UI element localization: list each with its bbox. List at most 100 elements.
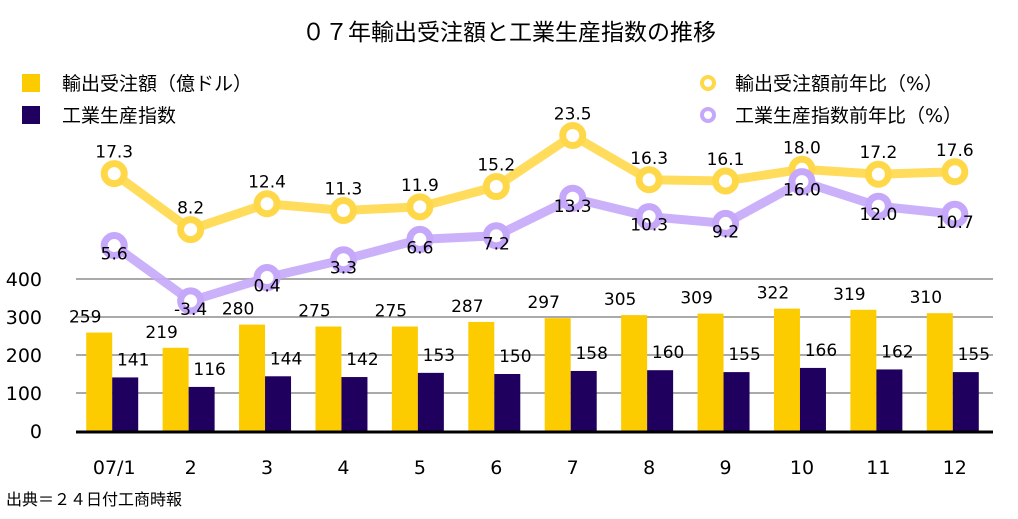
line-data-label: 15.2 — [477, 156, 515, 176]
chart-title: ０７年輸出受注額と工業生産指数の推移 — [302, 20, 716, 46]
bar-industrial-index — [112, 377, 139, 431]
bar-data-label: 297 — [527, 293, 559, 313]
point-industrial-yoy — [635, 203, 663, 231]
bar-industrial-index — [952, 372, 979, 431]
point-industrial-yoy — [482, 222, 510, 250]
legend-marker-industrial-index — [22, 106, 40, 124]
line-data-label: 12.0 — [859, 205, 897, 225]
bar-data-label: 287 — [451, 297, 483, 317]
bar-data-label: 275 — [298, 302, 330, 322]
line-data-label: 16.1 — [707, 150, 745, 170]
point-export-yoy — [482, 173, 510, 201]
bar-data-label: 155 — [958, 345, 990, 365]
bar-data-label: 319 — [833, 285, 865, 305]
point-export-yoy — [712, 167, 740, 195]
x-tick-label: 11 — [866, 457, 890, 479]
point-export-yoy — [177, 216, 205, 244]
line-data-label: 6.6 — [406, 238, 433, 258]
point-export-yoy — [406, 193, 434, 221]
bar-export-orders — [391, 326, 418, 431]
bar-export-orders — [773, 308, 800, 431]
line-data-label: 5.6 — [101, 245, 128, 265]
x-tick-label: 2 — [185, 457, 197, 479]
bar-industrial-index — [417, 372, 444, 431]
point-industrial-yoy — [559, 184, 587, 212]
bar-data-label: 153 — [423, 346, 455, 366]
bar-export-orders — [697, 313, 724, 431]
x-tick-label: 4 — [337, 457, 349, 479]
line-data-label: -3.4 — [174, 300, 207, 320]
bar-export-orders — [162, 347, 189, 431]
line-data-label: 0.4 — [254, 277, 281, 297]
legend-marker-export-yoy — [700, 75, 716, 91]
point-export-yoy — [100, 160, 128, 188]
y-tick-label: 400 — [6, 269, 42, 291]
bar-data-label: 166 — [805, 341, 837, 361]
point-industrial-yoy — [788, 168, 816, 196]
point-industrial-yoy — [712, 209, 740, 237]
point-industrial-yoy — [253, 264, 281, 292]
point-industrial-yoy — [177, 287, 205, 315]
bar-data-label: 310 — [910, 288, 942, 308]
x-tick-label: 9 — [719, 457, 731, 479]
y-tick-label: 100 — [6, 383, 42, 405]
bar-data-label: 219 — [145, 323, 177, 343]
bar-data-label: 155 — [728, 345, 760, 365]
bar-data-label: 309 — [680, 289, 712, 309]
bar-data-label: 116 — [193, 360, 225, 380]
legend-label-export-yoy: 輸出受注額前年比（%） — [735, 73, 943, 95]
bar-export-orders — [544, 318, 571, 431]
line-data-label: 17.3 — [95, 143, 133, 163]
line-data-label: 10.3 — [630, 216, 668, 236]
point-industrial-yoy — [406, 225, 434, 253]
bar-data-label: 160 — [652, 343, 684, 363]
y-axis-ticks: 0 100 200 300 400 — [6, 269, 42, 443]
line-data-label: 23.5 — [554, 104, 592, 124]
lines: 17.3 8.2 12.4 11.3 11.9 15.2 23.5 16.3 16.1 18.0 1… — [95, 104, 973, 319]
bar-industrial-index — [647, 370, 674, 431]
bar-export-orders — [239, 324, 266, 431]
bar-industrial-index — [723, 372, 750, 431]
line-data-label: 18.0 — [783, 138, 821, 158]
legend-label-export-orders: 輸出受注額（億ドル） — [62, 73, 252, 95]
line-data-label: 11.3 — [325, 180, 363, 200]
bar-export-orders — [621, 315, 648, 431]
bar-industrial-index — [876, 369, 903, 431]
point-export-yoy — [559, 121, 587, 149]
point-industrial-yoy — [329, 246, 357, 274]
line-industrial-yoy — [111, 177, 956, 306]
bar-export-orders — [926, 313, 953, 431]
bar-data-label: 280 — [222, 300, 254, 320]
bar-data-label: 162 — [881, 342, 913, 362]
legend-label-industrial-index: 工業生産指数 — [62, 105, 176, 127]
bar-industrial-index — [188, 386, 215, 431]
source-note: 出典＝２４日付工商時報 — [6, 490, 182, 509]
point-export-yoy — [253, 190, 281, 218]
line-data-label: 7.2 — [483, 235, 510, 255]
bar-industrial-index — [799, 367, 826, 431]
point-export-yoy — [941, 158, 969, 186]
y-tick-label: 300 — [6, 307, 42, 329]
point-industrial-yoy — [864, 192, 892, 220]
bar-data-label: 158 — [575, 344, 607, 364]
bar-data-label: 259 — [69, 308, 101, 328]
x-tick-label: 7 — [567, 457, 579, 479]
bar-data-label: 142 — [346, 350, 378, 370]
bars — [86, 308, 979, 431]
line-data-label: 12.4 — [248, 173, 286, 193]
point-industrial-yoy — [100, 232, 128, 260]
y-tick-label: 200 — [6, 345, 42, 367]
x-tick-label: 12 — [943, 457, 967, 479]
bar-data-label: 150 — [499, 347, 531, 367]
x-tick-label: 6 — [490, 457, 502, 479]
legend-marker-industrial-yoy — [700, 107, 716, 123]
line-data-label: 8.2 — [177, 199, 204, 219]
x-tick-label: 8 — [643, 457, 655, 479]
line-data-label: 17.6 — [936, 141, 974, 161]
bar-export-orders — [315, 326, 342, 431]
line-data-label: 16.3 — [630, 149, 668, 169]
bar-industrial-index — [494, 374, 521, 431]
line-data-label: 16.0 — [783, 181, 821, 201]
line-data-label: 17.2 — [859, 143, 897, 163]
